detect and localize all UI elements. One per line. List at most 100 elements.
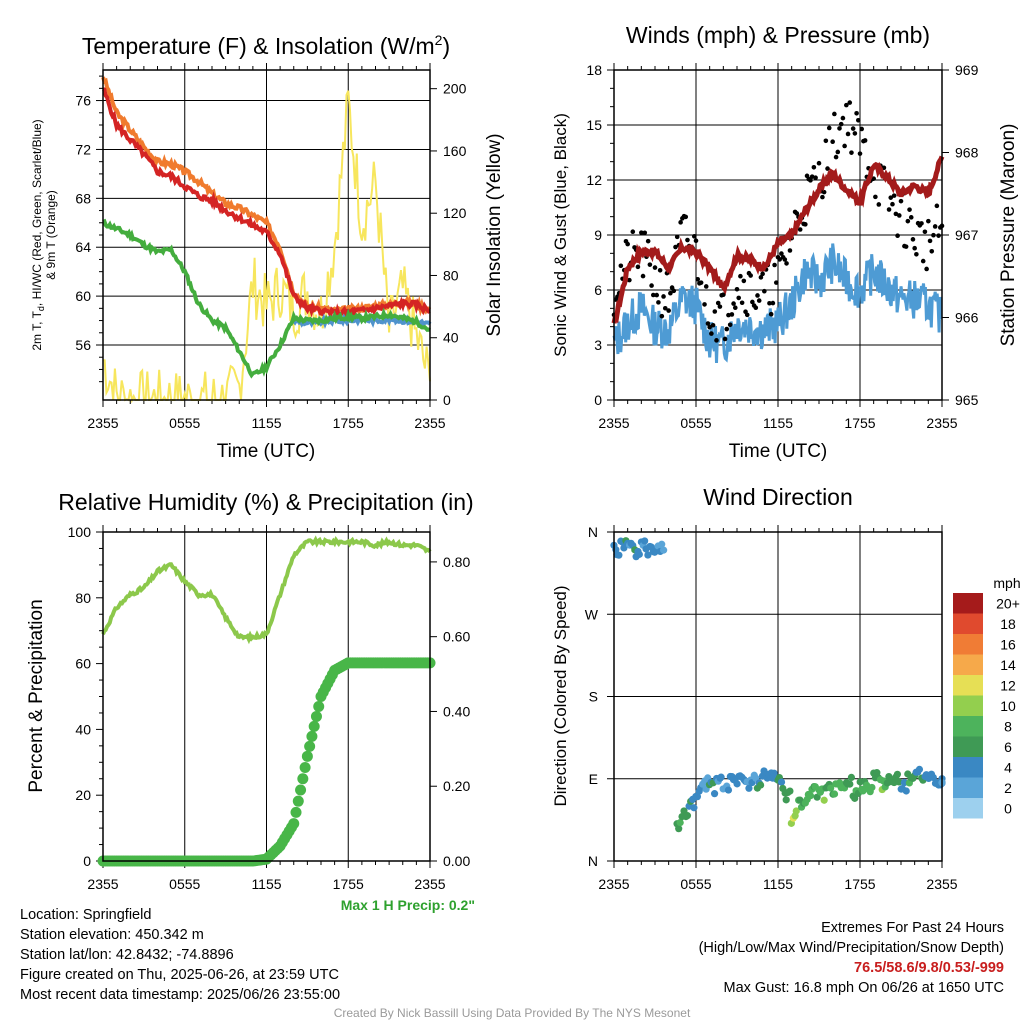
gust-point xyxy=(905,218,911,224)
gust-point xyxy=(698,280,704,285)
gust-point xyxy=(736,295,742,301)
gust-point xyxy=(926,218,931,224)
winds-y-tick-label: 18 xyxy=(586,62,602,78)
gust-point xyxy=(908,215,914,220)
gust-point xyxy=(748,273,753,278)
direction-point xyxy=(733,780,741,788)
speed-legend-title: mph xyxy=(993,575,1020,591)
gust-point xyxy=(830,139,835,144)
gust-point xyxy=(927,238,933,244)
gust-point xyxy=(772,262,777,268)
precip-point xyxy=(313,700,325,712)
winds-y-tick-label: 3 xyxy=(594,337,602,353)
panel-humidity: Relative Humidity (%) & Precipitation (i… xyxy=(26,489,474,892)
gust-point xyxy=(691,234,697,239)
humidity-chart-title: Relative Humidity (%) & Precipitation (i… xyxy=(58,489,473,515)
gust-point xyxy=(770,300,776,306)
gust-point xyxy=(683,214,689,220)
humidity-y2-tick-label: 0.60 xyxy=(443,629,470,645)
humidity-y2-tick-label: 0.40 xyxy=(443,703,470,719)
gust-point xyxy=(739,300,745,306)
speed-legend: mph 20+ 18 16 14 12 10 8 6 4 2 0 xyxy=(953,575,1021,819)
speed-legend-swatch xyxy=(953,613,983,634)
speed-legend-swatch xyxy=(953,675,983,696)
gust-point xyxy=(816,160,822,166)
gust-point xyxy=(734,286,740,292)
speed-legend-swatch xyxy=(953,654,983,675)
direction-point xyxy=(635,550,643,558)
gust-point xyxy=(645,238,651,244)
extremes-subtitle: (High/Low/Max Wind/Precipitation/Snow De… xyxy=(698,940,1004,956)
gust-point xyxy=(714,338,719,343)
precip-point xyxy=(292,795,304,807)
gust-point xyxy=(850,126,856,131)
gust-point xyxy=(876,202,882,207)
gust-point xyxy=(797,227,803,232)
gust-point xyxy=(893,211,899,217)
winds-y-tick-label: 12 xyxy=(586,172,602,188)
speed-legend-label: 20+ xyxy=(996,595,1020,611)
direction-plot-frame xyxy=(613,531,943,862)
winds-y2-tick-label: 966 xyxy=(955,310,979,326)
direction-y-tick-label: W xyxy=(585,606,599,622)
gust-point xyxy=(649,283,654,288)
temperature-y-tick-label: 76 xyxy=(75,93,91,109)
gust-point xyxy=(854,110,859,116)
gust-point xyxy=(724,326,730,332)
location-text: Location: Springfield xyxy=(20,907,152,923)
precip-point xyxy=(288,818,300,830)
gust-point xyxy=(825,166,830,171)
gust-point xyxy=(661,294,666,299)
temperature-left-axis-label: 2m T, Td, HI/WC (Red, Green, Scarlet/Blu… xyxy=(30,119,46,350)
series-2m-temperature-line xyxy=(102,87,431,324)
humidity-y2-tick-label: 0.80 xyxy=(443,554,470,570)
gust-point xyxy=(726,312,731,318)
direction-point xyxy=(660,546,668,554)
elevation-text: Station elevation: 450.342 m xyxy=(20,927,204,943)
gust-point xyxy=(784,261,789,266)
temperature-x-tick-label: 1155 xyxy=(251,415,281,431)
gust-point xyxy=(625,241,630,247)
speed-legend-swatch xyxy=(953,777,983,798)
temperature-y-tick-label: 68 xyxy=(75,190,91,206)
gust-point xyxy=(635,264,641,270)
gust-point xyxy=(741,278,747,284)
gust-point xyxy=(896,213,902,218)
precip-point xyxy=(304,740,316,752)
direction-point xyxy=(676,818,684,827)
precip-point xyxy=(306,730,318,742)
temperature-plot-frame xyxy=(102,69,431,401)
gust-point xyxy=(840,115,846,121)
gust-point xyxy=(842,143,847,149)
direction-point xyxy=(675,825,683,833)
speed-legend-label: 2 xyxy=(1004,780,1012,796)
gust-point xyxy=(650,292,656,298)
gust-point xyxy=(826,125,832,131)
direction-x-tick-label: 0555 xyxy=(680,876,711,892)
gust-point xyxy=(888,195,894,200)
humidity-y-tick-label: 0 xyxy=(83,853,91,869)
recent-text: Most recent data timestamp: 2025/06/26 2… xyxy=(20,987,341,1003)
gust-point xyxy=(886,207,892,212)
temperature-y2-tick-label: 80 xyxy=(443,267,459,283)
gust-point xyxy=(715,300,721,306)
gust-point xyxy=(794,211,800,216)
gust-point xyxy=(758,275,764,280)
precip-point xyxy=(308,720,320,732)
direction-point xyxy=(644,551,652,559)
gust-point xyxy=(640,273,646,279)
gust-point xyxy=(873,194,878,200)
gust-point xyxy=(738,273,743,279)
gust-point xyxy=(630,229,636,235)
temperature-y-tick-label: 64 xyxy=(75,239,91,255)
temperature-left-axis-label-line2: & 9m T (Orange) xyxy=(44,190,58,280)
gust-point xyxy=(862,138,868,143)
direction-point xyxy=(846,780,854,788)
speed-legend-swatch xyxy=(953,634,983,655)
gust-point xyxy=(871,176,876,181)
speed-legend-swatch xyxy=(953,757,983,778)
speed-legend-label: 12 xyxy=(1000,677,1016,693)
winds-y-tick-label: 6 xyxy=(594,282,602,298)
humidity-y-tick-label: 40 xyxy=(75,721,91,737)
